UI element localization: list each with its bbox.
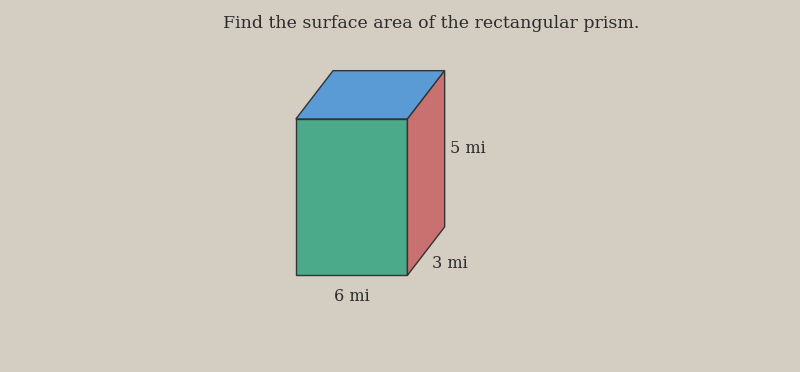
Text: 5 mi: 5 mi (450, 140, 486, 157)
Text: 6 mi: 6 mi (334, 288, 370, 305)
Polygon shape (296, 119, 407, 275)
Text: Find the surface area of the rectangular prism.: Find the surface area of the rectangular… (223, 15, 640, 32)
Text: 3 mi: 3 mi (432, 255, 467, 272)
Polygon shape (296, 71, 445, 119)
Polygon shape (407, 71, 445, 275)
